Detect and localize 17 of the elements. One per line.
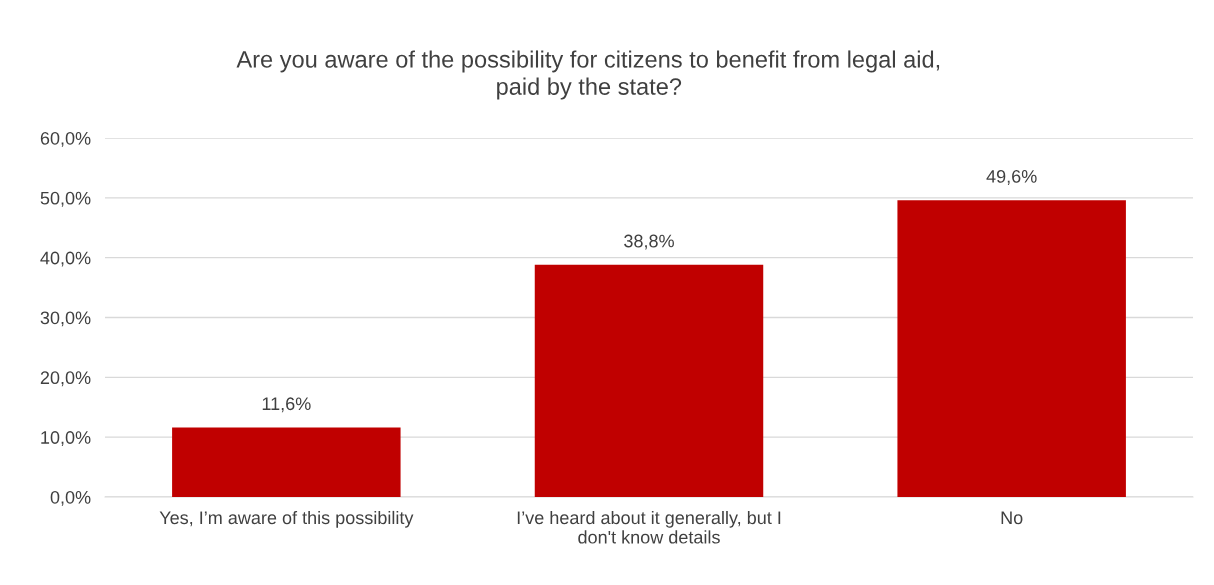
x-tick-label: Yes, I’m aware of this possibility [159,510,414,528]
x-tick-label: I’ve heard about it generally, but I don't know details [517,510,781,544]
x-tick-label: No [1001,511,1023,525]
data-label: 49,6% [986,169,1037,185]
chart-title: Are you aware of the possibility for citizens to benefit from legal aid, paid by the state? [236,50,940,100]
bar [172,427,401,497]
data-label: 38,8% [624,234,674,250]
bar [534,264,764,497]
y-tick-label: 60,0% [40,131,91,147]
y-tick-label: 0,0% [50,490,91,506]
data-label: 11,6% [262,397,311,413]
y-tick-label: 40,0% [40,251,91,267]
y-tick-label: 10,0% [41,431,91,447]
y-tick-label: 20,0% [40,371,91,387]
y-tick-label: 50,0% [40,191,91,207]
bar [897,200,1126,497]
y-tick-label: 30,0% [40,311,91,327]
